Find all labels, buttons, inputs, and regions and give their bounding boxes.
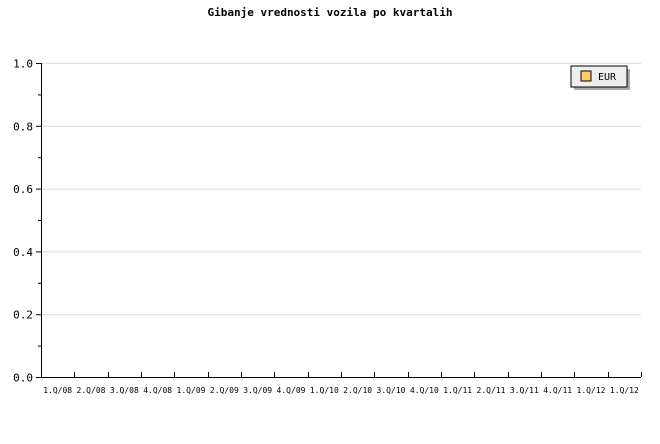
x-tick-label: 3.Q/11 [510, 386, 539, 395]
x-tick-label: 2.Q/11 [477, 386, 506, 395]
x-tick-label: 4.Q/11 [543, 386, 572, 395]
x-tick-label: 1.Q/12 [610, 386, 639, 395]
y-tick-label: 0.2 [13, 309, 33, 322]
legend: EUR [570, 65, 630, 90]
legend-swatch [580, 70, 592, 82]
y-tick-label: 0.0 [13, 372, 33, 385]
y-tick-label: 0.8 [13, 120, 33, 133]
x-tick-label: 4.Q/10 [410, 386, 439, 395]
x-tick-label: 4.Q/09 [277, 386, 306, 395]
x-tick-label: 4.Q/08 [143, 386, 172, 395]
y-tick-label: 1.0 [13, 58, 33, 71]
x-tick-label: 2.Q/08 [77, 386, 106, 395]
x-tick-label: 1.Q/10 [310, 386, 339, 395]
x-tick-label: 1.Q/08 [43, 386, 72, 395]
x-tick-label: 2.Q/09 [210, 386, 239, 395]
chart-title: Gibanje vrednosti vozila po kvartalih [207, 6, 452, 19]
x-tick-label: 1.Q/12 [577, 386, 606, 395]
x-tick-label: 2.Q/10 [343, 386, 372, 395]
x-tick-label: 1.Q/09 [177, 386, 206, 395]
x-tick-label: 3.Q/10 [377, 386, 406, 395]
x-tick-label: 3.Q/09 [243, 386, 272, 395]
x-tick-label: 1.Q/11 [443, 386, 472, 395]
y-tick-label: 0.4 [13, 246, 33, 259]
y-tick-label: 0.6 [13, 183, 33, 196]
x-tick-label: 3.Q/08 [110, 386, 139, 395]
legend-label: EUR [598, 72, 617, 83]
